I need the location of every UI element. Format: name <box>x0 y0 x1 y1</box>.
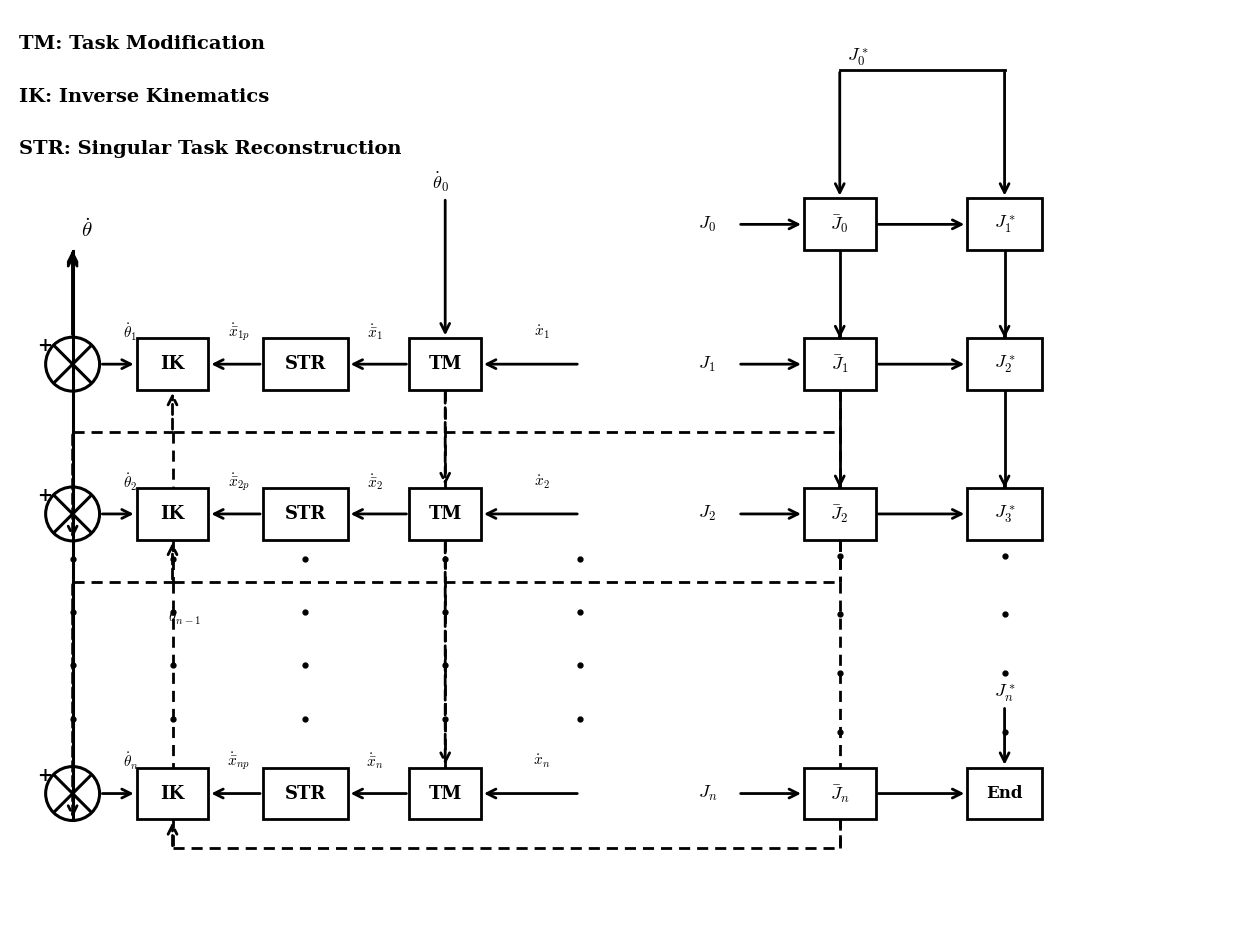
Text: $\dot{x}_n$: $\dot{x}_n$ <box>533 753 551 771</box>
Bar <box>967 198 1042 251</box>
Text: $J_1$: $J_1$ <box>698 355 715 374</box>
Text: TM: Task Modification: TM: Task Modification <box>19 35 264 52</box>
Bar <box>263 488 347 540</box>
Text: $\bar{J}_2$: $\bar{J}_2$ <box>831 503 849 525</box>
Text: $\bar{J}_1$: $\bar{J}_1$ <box>831 353 849 375</box>
Text: $J_n$: $J_n$ <box>698 784 717 803</box>
Text: End: End <box>986 785 1023 802</box>
Text: STR: STR <box>285 355 326 373</box>
Bar <box>804 198 875 251</box>
Bar <box>409 488 481 540</box>
Text: $J_2^*$: $J_2^*$ <box>993 353 1016 375</box>
Bar <box>136 488 208 540</box>
Text: $\dot{x}_1$: $\dot{x}_1$ <box>534 324 551 341</box>
Text: $\dot{x}_2$: $\dot{x}_2$ <box>534 474 551 491</box>
Text: $J_2$: $J_2$ <box>698 505 715 524</box>
Text: IK: IK <box>160 505 185 523</box>
Text: $J_1^*$: $J_1^*$ <box>993 214 1016 235</box>
Text: $\dot{\bar{x}}_2$: $\dot{\bar{x}}_2$ <box>367 473 383 492</box>
Bar <box>263 338 347 390</box>
Text: $\bar{J}_n$: $\bar{J}_n$ <box>830 783 849 805</box>
Bar <box>409 768 481 820</box>
Bar <box>804 768 875 820</box>
Bar <box>804 338 875 390</box>
Text: $\dot{\theta}_n$: $\dot{\theta}_n$ <box>123 751 139 772</box>
Text: $\dot{\theta}$: $\dot{\theta}$ <box>81 218 92 241</box>
Text: IK: IK <box>160 355 185 373</box>
Bar <box>804 488 875 540</box>
Bar <box>967 768 1042 820</box>
Bar <box>136 338 208 390</box>
Text: +: + <box>37 767 52 785</box>
Text: IK: IK <box>160 785 185 803</box>
Text: $J_0^*$: $J_0^*$ <box>847 46 868 67</box>
Bar <box>967 488 1042 540</box>
Text: TM: TM <box>429 355 461 373</box>
Text: $\dot{\theta}_{n-1}$: $\dot{\theta}_{n-1}$ <box>167 606 201 627</box>
Text: +: + <box>37 487 52 505</box>
Text: +: + <box>37 337 52 355</box>
Text: $J_0$: $J_0$ <box>698 214 715 233</box>
Text: $J_n^*$: $J_n^*$ <box>993 681 1016 703</box>
Bar <box>263 768 347 820</box>
Text: $\dot{\bar{x}}_n$: $\dot{\bar{x}}_n$ <box>367 752 384 772</box>
Text: TM: TM <box>429 785 461 803</box>
Text: STR: STR <box>285 785 326 803</box>
Bar <box>136 768 208 820</box>
Text: STR: Singular Task Reconstruction: STR: Singular Task Reconstruction <box>19 140 402 158</box>
Text: $\bar{J}_0$: $\bar{J}_0$ <box>831 214 849 235</box>
Text: $J_3^*$: $J_3^*$ <box>993 503 1016 525</box>
Text: $\dot{\bar{x}}_{1p}$: $\dot{\bar{x}}_{1p}$ <box>228 322 250 343</box>
Bar <box>967 338 1042 390</box>
Text: TM: TM <box>429 505 461 523</box>
Text: $\dot{\bar{x}}_{2p}$: $\dot{\bar{x}}_{2p}$ <box>228 472 250 493</box>
Text: $\dot{\theta}_1$: $\dot{\theta}_1$ <box>123 322 138 343</box>
Text: IK: Inverse Kinematics: IK: Inverse Kinematics <box>19 87 269 105</box>
Bar <box>409 338 481 390</box>
Text: $\dot{\bar{x}}_1$: $\dot{\bar{x}}_1$ <box>367 323 383 342</box>
Text: $\dot{\theta}_0$: $\dot{\theta}_0$ <box>432 171 449 195</box>
Text: $\dot{\theta}_2$: $\dot{\theta}_2$ <box>123 472 138 493</box>
Text: STR: STR <box>285 505 326 523</box>
Text: $\dot{\bar{x}}_{np}$: $\dot{\bar{x}}_{np}$ <box>227 751 250 772</box>
